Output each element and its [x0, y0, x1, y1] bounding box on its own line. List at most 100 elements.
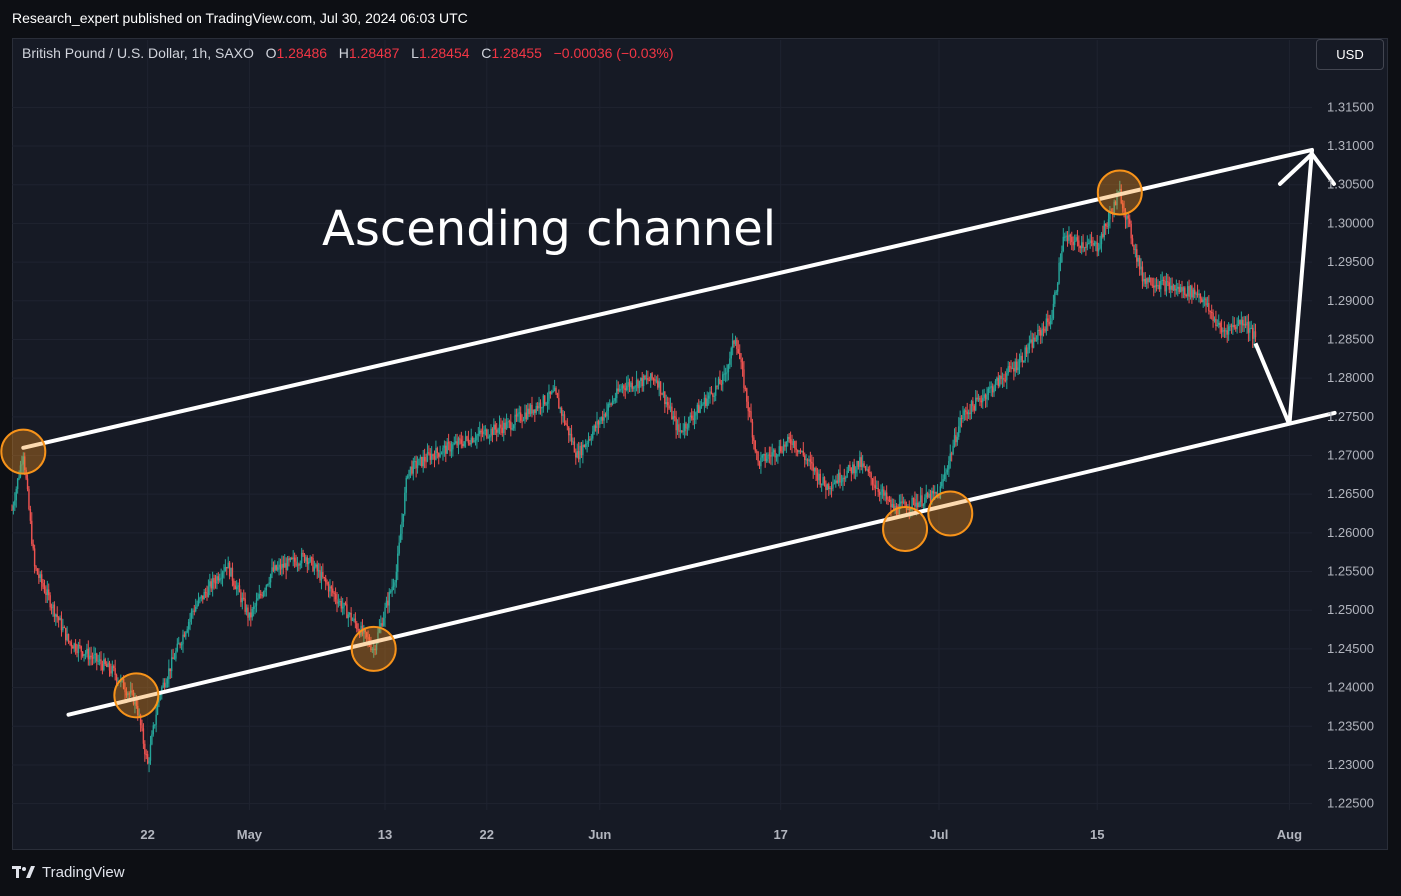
y-tick-label: 1.24000: [1327, 680, 1374, 695]
candle-body: [666, 402, 669, 406]
channel-upper-line[interactable]: [21, 147, 1314, 450]
candle-body: [1147, 278, 1149, 283]
candle-body: [778, 446, 780, 455]
candle-body: [409, 466, 412, 470]
candle-body: [539, 402, 542, 409]
touch-point-circle[interactable]: [927, 490, 974, 537]
touch-point-circle[interactable]: [0, 428, 47, 475]
y-tick-label: 1.25500: [1327, 564, 1374, 579]
touch-point-circle[interactable]: [882, 506, 929, 552]
candle-body: [596, 421, 598, 428]
candle-body: [1051, 318, 1053, 321]
candle-body: [955, 435, 957, 443]
candle-body: [600, 417, 602, 421]
candle-body: [873, 484, 875, 486]
candle-body: [382, 618, 385, 626]
candle-body: [1222, 330, 1224, 333]
candle-body: [405, 477, 407, 493]
annotation-label[interactable]: Ascending channel: [322, 201, 776, 257]
projection-path[interactable]: [1253, 149, 1314, 426]
candle-body: [897, 513, 899, 515]
candle-body: [607, 404, 610, 411]
candle-body: [853, 464, 855, 474]
candle-body: [464, 436, 467, 442]
candle-body: [306, 557, 309, 565]
candle-body: [1085, 247, 1087, 249]
candle-body: [385, 600, 388, 608]
footer-brand-label: TradingView: [42, 864, 125, 881]
candle-body: [785, 441, 788, 447]
candle-body: [337, 601, 340, 604]
candle-body: [590, 438, 593, 440]
candle-body: [467, 438, 470, 444]
candle-body: [1048, 321, 1050, 325]
candle-body: [1088, 243, 1090, 245]
candle-body: [541, 407, 543, 409]
candle-body: [247, 607, 249, 618]
touch-point-circle[interactable]: [1096, 169, 1143, 216]
candle-body: [529, 404, 532, 414]
candle-body: [1120, 188, 1122, 204]
candle-body: [26, 478, 29, 490]
candle-body: [329, 586, 331, 592]
candle-body: [367, 637, 369, 639]
y-tick-label: 1.30500: [1327, 177, 1374, 192]
candle-body: [760, 457, 762, 467]
touch-point-circle[interactable]: [350, 625, 397, 672]
candle-body: [226, 567, 228, 569]
price-axis[interactable]: 1.31500 1.31000 1.30500 1.30000 1.29500 1.290…: [1327, 99, 1374, 810]
candle-body: [269, 574, 272, 583]
candle-body: [103, 659, 105, 670]
candle-body: [1080, 242, 1083, 249]
candle-body: [671, 406, 673, 420]
candle-body: [856, 461, 858, 470]
candle-body: [154, 724, 156, 726]
candle-body: [235, 586, 238, 590]
candle-body: [466, 436, 468, 439]
candle-body: [1138, 257, 1141, 270]
candle-body: [1006, 373, 1008, 381]
candle-body: [406, 476, 409, 478]
candle-body: [1097, 248, 1100, 252]
x-tick-label: May: [237, 827, 263, 842]
candle-body: [545, 403, 547, 405]
candle-body: [990, 386, 992, 388]
candle-body: [217, 576, 220, 581]
time-axis[interactable]: 22 May 13 22 Jun 17 Jul 15 Aug: [140, 827, 1302, 842]
candle-body: [1208, 303, 1210, 312]
candle-body: [522, 419, 525, 421]
candle-body: [837, 472, 840, 483]
candle-body: [52, 604, 54, 608]
candle-body: [346, 604, 348, 619]
candle-body: [847, 464, 850, 471]
change-value: −0.00036 (−0.03%): [553, 45, 674, 61]
candle-body: [463, 441, 465, 447]
candle-body: [36, 568, 39, 575]
candle-body: [565, 423, 567, 425]
candle-body: [315, 564, 317, 567]
candle-body: [276, 567, 279, 570]
candle-body: [589, 439, 591, 441]
channel-lower-line[interactable]: [66, 410, 1337, 717]
candle-body: [319, 570, 321, 581]
candle-body: [483, 430, 485, 435]
x-tick-label: Aug: [1277, 827, 1302, 842]
candle-body: [791, 443, 793, 446]
candle-body: [1038, 329, 1040, 331]
chart-panel[interactable]: [12, 38, 1388, 850]
candle-body: [558, 397, 560, 409]
candle-body: [1172, 285, 1175, 291]
candle-body: [710, 391, 713, 394]
candle-body: [781, 451, 783, 453]
candle-body: [801, 450, 803, 452]
candle-body: [279, 564, 282, 570]
touch-point-circle[interactable]: [113, 672, 160, 719]
footer-brand[interactable]: TradingView: [12, 864, 125, 881]
currency-button[interactable]: USD: [1316, 39, 1384, 70]
candle-body: [62, 626, 64, 631]
candle-body: [1247, 321, 1250, 333]
candle-body: [1203, 298, 1206, 300]
candle-body: [214, 582, 217, 584]
candle-body: [534, 409, 536, 413]
